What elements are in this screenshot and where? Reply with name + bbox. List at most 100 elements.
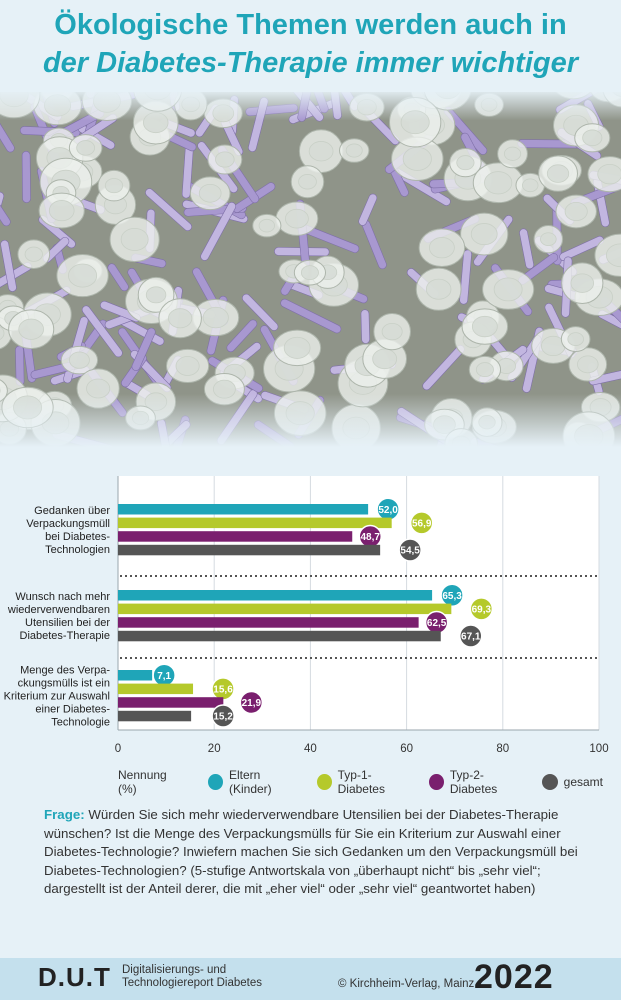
data-label: 62,5: [427, 618, 447, 629]
cap-shape: [460, 212, 509, 256]
cap-shape: [33, 92, 82, 126]
question-text: Frage: Würden Sie sich mehr wiederverwen…: [44, 806, 584, 899]
value-bubble: [459, 624, 483, 648]
axis-label: Nennung (%): [118, 768, 167, 796]
cap-shape: [389, 97, 442, 148]
cap-shape: [273, 329, 322, 367]
cap-shape: [203, 372, 245, 406]
category-label: wiederverwendbaren: [7, 604, 110, 616]
copyright: © Kirchheim-Verlag, Mainz: [338, 978, 475, 990]
data-label: 7,1: [157, 671, 171, 682]
x-tick-label: 60: [400, 743, 413, 755]
bar: [118, 670, 153, 681]
bar: [118, 603, 452, 615]
cap-shape: [252, 213, 282, 238]
legend-item-gesamt: gesamt: [541, 774, 603, 790]
cap-shape: [538, 155, 578, 192]
cap-shape: [8, 309, 55, 350]
cap-shape: [574, 123, 611, 153]
bar: [118, 517, 392, 529]
data-label: 69,3: [472, 604, 492, 615]
data-label: 65,3: [442, 591, 462, 602]
cap-shape: [418, 228, 466, 267]
cap-shape: [158, 298, 202, 339]
cap-shape: [207, 144, 243, 175]
cap-shape: [482, 269, 535, 310]
category-label: Gedanken über: [34, 505, 110, 517]
bar: [118, 504, 369, 515]
bar: [118, 531, 353, 542]
cap-shape: [68, 134, 103, 162]
question-label: Frage:: [44, 807, 85, 822]
x-tick-label: 100: [589, 743, 608, 755]
chart-legend: Nennung (%) Eltern (Kinder) Typ-1-Diabet…: [118, 768, 621, 796]
cap-shape: [339, 138, 370, 163]
value-bubble: [440, 583, 464, 607]
bar: [118, 697, 224, 708]
cap-shape: [125, 405, 156, 431]
cap-shape: [555, 194, 597, 229]
cap-shape: [293, 259, 327, 286]
cap-shape: [1, 386, 54, 429]
cap-shape: [331, 403, 381, 447]
cap-shape: [275, 201, 319, 236]
category-label: Utensilien bei der: [25, 617, 110, 629]
category-label: ckungsmülls ist ein: [18, 678, 110, 690]
bar: [118, 617, 419, 628]
legend-item-eltern: Eltern (Kinder): [208, 768, 299, 796]
cap-shape: [97, 169, 131, 202]
cap-shape: [203, 98, 243, 129]
x-tick-label: 40: [304, 743, 317, 755]
category-label: bei Diabetes-: [45, 531, 110, 543]
x-tick-label: 80: [496, 743, 509, 755]
cap-shape: [472, 162, 524, 204]
category-label: einer Diabetes-: [35, 704, 110, 716]
category-label: Verpackungsmüll: [26, 518, 110, 530]
data-label: 48,7: [361, 532, 381, 543]
cap-shape: [38, 192, 85, 229]
value-bubble: [409, 511, 434, 535]
cap-shape: [568, 347, 608, 382]
footer: D.U.T Digitalisierungs- und Technologier…: [0, 958, 621, 1000]
cap-shape: [76, 368, 120, 409]
legend-dot-icon: [429, 774, 444, 790]
footer-subtitle: Digitalisierungs- und Technologiereport …: [122, 964, 263, 989]
value-bubble: [239, 690, 264, 715]
legend-item-typ2: Typ-2-Diabetes: [429, 768, 523, 796]
title-line-1: Ökologische Themen werden auch in: [54, 9, 567, 41]
cap-shape: [497, 139, 528, 169]
cap-shape: [56, 253, 109, 298]
cap-shape: [471, 407, 503, 437]
cap-shape: [290, 165, 325, 199]
data-label: 52,0: [378, 505, 398, 516]
legend-item-typ1: Typ-1-Diabetes: [317, 768, 411, 796]
title-line-2: der Diabetes-Therapie immer wichtiger: [42, 47, 579, 79]
lancet-shape: [21, 151, 31, 203]
bar: [118, 544, 381, 556]
lancet-caps-photo: [0, 92, 621, 447]
bar: [118, 710, 192, 722]
cap-shape: [349, 92, 385, 122]
cap-shape: [474, 92, 504, 117]
dut-logo: D.U.T: [38, 962, 111, 992]
data-label: 54,5: [400, 546, 420, 557]
cap-shape: [373, 312, 411, 351]
cap-shape: [109, 216, 160, 263]
category-label: Menge des Verpa-: [20, 665, 110, 677]
legend-dot-icon: [208, 774, 223, 790]
bar: [118, 590, 433, 601]
lancet-shape: [360, 309, 370, 344]
question-body: Würden Sie sich mehr wiederverwendbare U…: [44, 807, 578, 896]
page-title: Ökologische Themen werden auch in der Di…: [0, 6, 621, 82]
category-label: Technologie: [51, 717, 110, 729]
data-label: 15,2: [213, 712, 233, 723]
bar: [118, 630, 441, 642]
legend-dot-icon: [541, 774, 558, 790]
data-label: 21,9: [242, 698, 262, 709]
cap-shape: [561, 262, 604, 304]
value-bubble: [469, 597, 494, 621]
x-tick-label: 0: [115, 743, 121, 755]
data-label: 15,6: [213, 684, 233, 695]
value-bubble: [211, 704, 235, 728]
value-bubble: [398, 538, 422, 562]
